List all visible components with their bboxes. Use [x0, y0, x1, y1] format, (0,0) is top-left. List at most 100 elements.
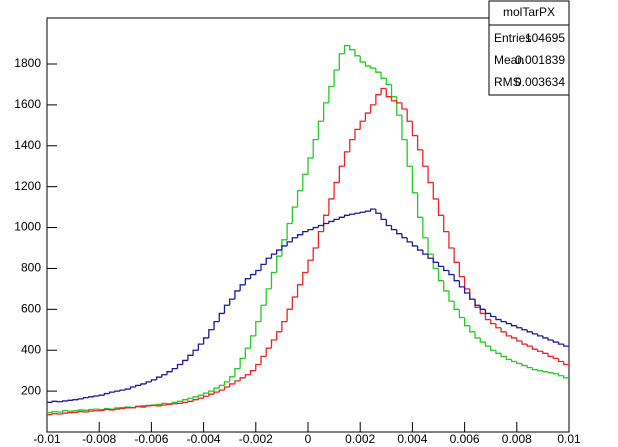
histogram-bin: [88, 410, 94, 412]
histogram-bin: [202, 395, 209, 399]
histogram-bin: [255, 363, 262, 371]
stats-value: 0.003634: [515, 75, 565, 89]
x-tick-label: -0.004: [187, 432, 221, 446]
x-tick-label: -0.002: [239, 432, 273, 446]
histogram-bin: [145, 381, 152, 384]
x-tick-label: 0.01: [557, 432, 581, 446]
histogram-bin: [286, 241, 293, 246]
histogram-bin: [531, 331, 538, 335]
histogram-bin: [458, 280, 465, 288]
histogram-bin: [265, 347, 272, 357]
histogram-bin: [145, 405, 152, 408]
x-tick-label: 0.002: [345, 432, 375, 446]
histogram-bin: [375, 68, 382, 73]
histogram-bin: [390, 96, 397, 102]
histogram-bin: [458, 262, 465, 278]
histogram-bin: [490, 319, 496, 325]
histogram-bin: [202, 337, 209, 345]
histogram-bin: [495, 350, 502, 354]
histogram-bin: [291, 237, 298, 242]
histogram-bin: [516, 337, 523, 342]
histogram-bin: [385, 88, 392, 98]
histogram-bin: [500, 353, 507, 358]
histogram-bin: [103, 408, 110, 411]
histogram-bin: [281, 245, 288, 251]
histogram-bin: [416, 245, 423, 251]
histogram-bin: [307, 259, 314, 273]
histogram-bin: [244, 278, 251, 285]
histogram-bin: [448, 231, 455, 249]
histogram-bin: [484, 313, 491, 321]
x-tick-label: 0.006: [450, 432, 480, 446]
histogram-bin: [469, 288, 476, 300]
histogram-bin: [349, 213, 355, 216]
histogram-bin: [490, 346, 496, 351]
histogram-bin: [510, 335, 517, 339]
histogram-bin: [296, 234, 303, 238]
histogram-bin: [526, 344, 533, 347]
histogram-bin: [77, 410, 84, 413]
histogram-bin: [208, 393, 215, 397]
histogram-bin: [108, 391, 115, 394]
histogram-bin: [427, 166, 434, 184]
x-tick-label: 0.008: [502, 432, 532, 446]
histogram-bin: [380, 87, 387, 95]
histogram-bin: [359, 211, 366, 214]
histogram-bin: [505, 356, 512, 361]
histogram-bin: [542, 370, 549, 373]
histogram-bin: [67, 410, 74, 412]
histogram-bin: [500, 319, 507, 323]
histogram-bin: [307, 157, 314, 175]
histogram-bin: [343, 151, 350, 167]
histogram-bin: [531, 367, 538, 371]
histogram-bin: [312, 247, 319, 261]
x-tick-label: 0.004: [397, 432, 427, 446]
histogram-bin: [213, 320, 220, 330]
histogram-bin: [192, 399, 199, 402]
histogram-bin: [422, 250, 429, 255]
histogram-bin: [265, 257, 272, 265]
histogram-bin: [192, 396, 199, 399]
histogram-bin: [140, 383, 147, 386]
histogram-bin: [291, 296, 298, 310]
histogram-bin: [364, 210, 371, 213]
histogram-bin: [505, 321, 512, 325]
histogram-bin: [260, 304, 267, 322]
histogram-bin: [223, 386, 230, 391]
histogram-bin: [500, 327, 507, 333]
histogram-bin: [72, 399, 79, 401]
histogram-bin: [135, 384, 141, 388]
stats-label: Entries: [494, 31, 531, 45]
histogram-bin: [176, 400, 183, 403]
histogram-bin: [98, 394, 105, 397]
histogram-bin: [155, 403, 162, 406]
stats-value: 104695: [525, 31, 565, 45]
histogram-bin: [406, 139, 413, 167]
histogram-bin: [281, 320, 288, 332]
histogram-bin: [187, 400, 194, 403]
y-tick-label: 400: [21, 342, 41, 356]
histogram-bin: [380, 72, 387, 79]
histogram-bin: [51, 400, 58, 403]
histogram-bin: [249, 335, 256, 349]
histogram-bin: [281, 239, 288, 257]
histogram-bin: [526, 365, 533, 369]
histogram-bin: [521, 363, 528, 367]
histogram-bin: [171, 367, 178, 372]
histogram-bin: [270, 253, 277, 259]
histogram-bin: [385, 219, 392, 227]
histogram-bin: [302, 271, 308, 285]
histogram-bin: [510, 359, 517, 363]
histogram-bin: [323, 102, 329, 122]
histogram-bin: [437, 262, 444, 268]
histogram-bin: [338, 165, 345, 183]
histogram-bin: [312, 226, 319, 230]
histogram-bin: [88, 396, 94, 398]
histogram-bin: [542, 335, 549, 339]
y-tick-label: 1400: [14, 138, 41, 152]
histogram-bin: [427, 237, 434, 255]
histogram-bin: [338, 53, 345, 71]
histogram-bin: [463, 276, 470, 290]
histogram-bin: [244, 374, 251, 378]
